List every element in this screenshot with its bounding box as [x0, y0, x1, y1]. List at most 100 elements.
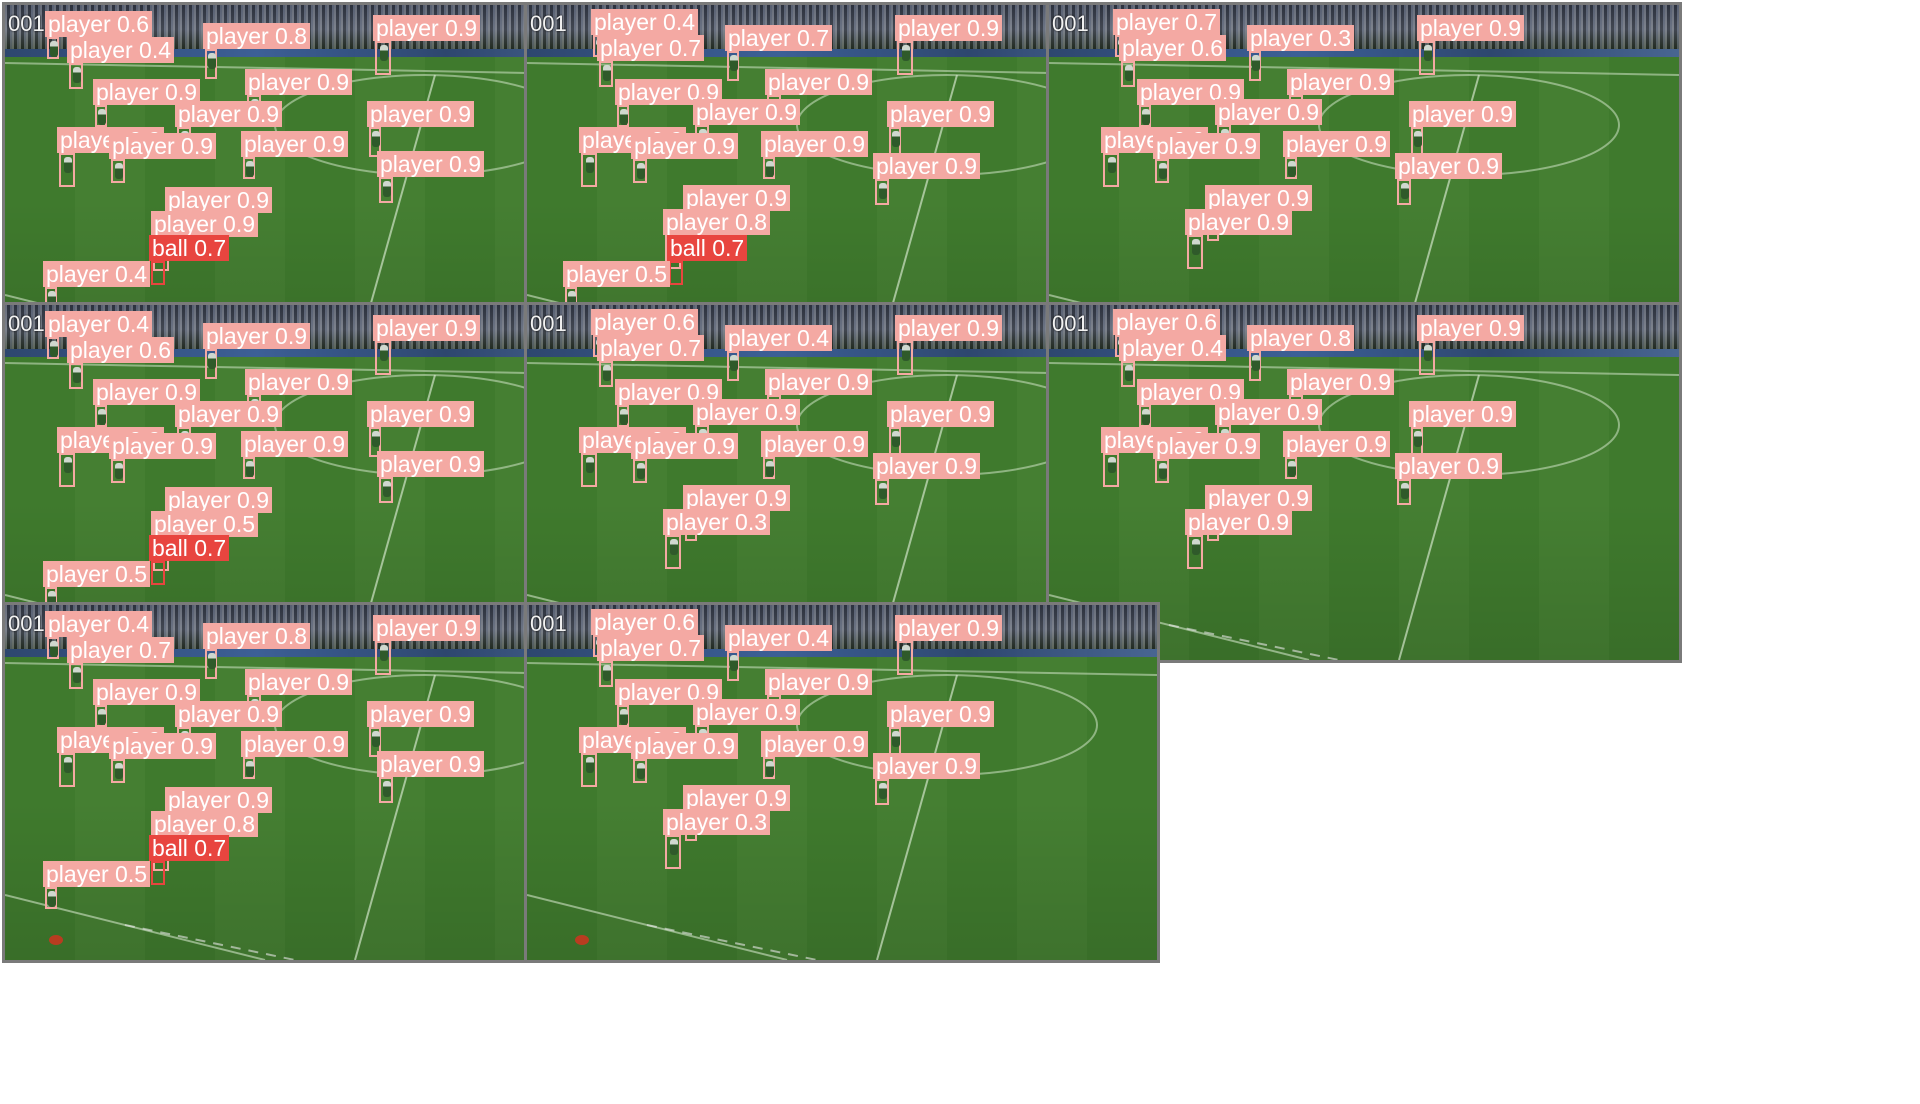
class-name: player [1116, 309, 1179, 335]
player-label: player 0.9 [765, 369, 873, 395]
class-name: player [1188, 509, 1251, 535]
class-name: player [1208, 185, 1271, 211]
confidence-score: 0.9 [1489, 15, 1522, 41]
class-name: player [594, 9, 657, 35]
confidence-score: 0.9 [837, 369, 870, 395]
player-label: player 0.9 [93, 379, 201, 405]
confidence-score: 0.9 [181, 433, 214, 459]
confidence-score: 0.9 [439, 701, 472, 727]
confidence-score: 0.4 [139, 37, 172, 63]
player-label: player 0.9 [151, 211, 259, 237]
ball-label: ball 0.7 [149, 835, 230, 861]
confidence-score: 0.9 [165, 79, 198, 105]
player-label: player 0.9 [1395, 453, 1503, 479]
confidence-score: 0.6 [139, 337, 172, 363]
class-name: player [1250, 325, 1313, 351]
player-label: player 0.8 [203, 623, 311, 649]
class-name: player [96, 79, 159, 105]
bounding-box [763, 157, 775, 179]
bounding-box [1249, 351, 1261, 381]
player-label: player 0.9 [241, 731, 349, 757]
bounding-box [599, 61, 613, 87]
confidence-score: 0.9 [439, 401, 472, 427]
confidence-score: 0.8 [275, 623, 308, 649]
class-name: player [1398, 453, 1461, 479]
confidence-score: 0.9 [449, 451, 482, 477]
class-name: player [1412, 401, 1475, 427]
bounding-box [617, 105, 629, 127]
frame-tile-8: 001 player 0.6 player 0.7 player 0.4 player … [524, 602, 1160, 963]
class-name: player [686, 785, 749, 811]
confidence-score: 0.7 [669, 35, 702, 61]
class-name: player [1412, 101, 1475, 127]
frame-number: 001 [1052, 11, 1089, 36]
advertising-board [5, 349, 635, 357]
player-figure [48, 291, 56, 307]
confidence-score: 0.9 [313, 731, 346, 757]
class-name: player [618, 79, 681, 105]
confidence-score: 0.4 [663, 9, 696, 35]
bounding-box [45, 887, 57, 909]
class-name: player [248, 69, 311, 95]
player-label: player 0.4 [43, 261, 151, 287]
bounding-box [95, 705, 107, 727]
ball-label: ball 0.7 [149, 535, 230, 561]
player-figure [383, 181, 391, 197]
player-figure [246, 461, 254, 477]
player-label: player 0.9 [1417, 15, 1525, 41]
sideline [527, 894, 788, 960]
class-name: player [1116, 9, 1179, 35]
class-name: player [666, 209, 729, 235]
player-figure [1108, 457, 1116, 473]
class-name: player [666, 509, 729, 535]
bounding-box [875, 779, 889, 805]
player-label: player 0.9 [761, 431, 869, 457]
confidence-score: 0.9 [1355, 131, 1388, 157]
confidence-score: 0.5 [115, 861, 148, 887]
player-label: player 0.9 [93, 79, 201, 105]
player-label: player 0.9 [683, 485, 791, 511]
confidence-score: 0.9 [833, 131, 866, 157]
bounding-box [1187, 535, 1203, 569]
confidence-score: 0.9 [945, 153, 978, 179]
player-figure [603, 365, 611, 381]
frame-number: 001 [530, 11, 567, 36]
class-name: player [728, 25, 791, 51]
player-label: player 0.5 [43, 861, 151, 887]
player-figure [208, 353, 216, 369]
confidence-score: 0.9 [449, 751, 482, 777]
bounding-box [581, 753, 597, 787]
player-figure [730, 55, 738, 71]
player-figure [73, 667, 81, 683]
frame-number: 001 [1052, 311, 1089, 336]
player-figure [1142, 109, 1150, 125]
player-figure [1414, 431, 1422, 447]
sideline [5, 894, 266, 960]
class-name: player [70, 337, 133, 363]
confidence-score: 0.9 [1287, 99, 1320, 125]
advertising-board [1049, 349, 1679, 357]
confidence-score: 0.4 [797, 625, 830, 651]
class-name: player [728, 625, 791, 651]
class-name: player [768, 69, 831, 95]
player-label: player 0.6 [1113, 309, 1221, 335]
player-label: player 0.9 [203, 323, 311, 349]
bounding-box [1139, 405, 1151, 427]
player-label: player 0.9 [245, 369, 353, 395]
player-figure [620, 409, 628, 425]
player-figure [766, 761, 774, 777]
player-figure [1424, 45, 1432, 61]
player-figure [637, 763, 645, 779]
bounding-box [1121, 61, 1135, 87]
class-name: player [1188, 209, 1251, 235]
player-label: player 0.9 [683, 185, 791, 211]
class-name: player [890, 101, 953, 127]
confidence-score: 0.9 [765, 699, 798, 725]
player-figure [1192, 539, 1200, 555]
player-figure [64, 457, 72, 473]
player-figure [1414, 131, 1422, 147]
bounding-box [379, 177, 393, 203]
class-name: player [380, 451, 443, 477]
class-name: player [898, 315, 961, 341]
player-label: player 0.9 [109, 733, 217, 759]
